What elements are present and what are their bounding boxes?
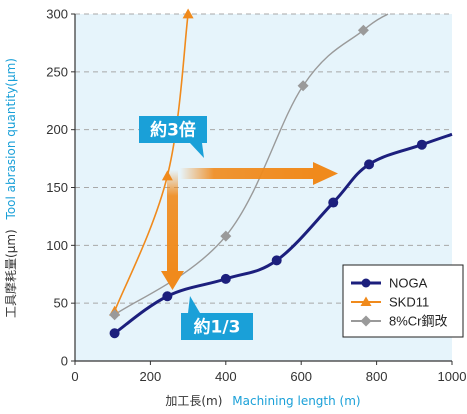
legend-marker-8cr <box>360 315 372 327</box>
callout-one-third: 約1/3 <box>181 296 253 340</box>
x-tick-label-1: 200 <box>140 369 162 384</box>
callout-one-third-text: 約1/3 <box>194 317 241 338</box>
y-axis-title-en: Tool abrasion quantity(μm) <box>4 58 18 220</box>
horizontal-arrow-head <box>313 162 338 185</box>
axes <box>71 13 453 365</box>
series-markers <box>109 8 427 339</box>
vertical-arrow-shaft <box>167 170 178 273</box>
y-axis-title: 工具摩耗量(μm) Tool abrasion quantity(μm) <box>3 58 18 318</box>
y-tick-label-2: 100 <box>46 238 68 253</box>
data-point-s0-2 <box>220 273 231 284</box>
data-point-s2-0 <box>109 309 121 321</box>
legend-label-skd11: SKD11 <box>389 295 429 310</box>
data-point-s0-3 <box>271 255 282 266</box>
x-axis-title-jp: 加工長(m) <box>165 394 222 408</box>
data-point-s2-1 <box>220 230 232 242</box>
x-axis-title: 加工長(m) Machining length (m) <box>165 394 360 408</box>
horizontal-arrow-shaft <box>180 168 315 179</box>
legend-marker-noga <box>361 278 371 288</box>
callout-3x-box <box>139 116 207 143</box>
x-tick-label-4: 800 <box>366 369 388 384</box>
x-axis-title-en: Machining length (m) <box>232 394 360 408</box>
data-point-s1-1 <box>161 170 173 181</box>
y-axis-title-jp: 工具摩耗量(μm) <box>3 229 18 318</box>
x-tick-labels: 0 200 400 600 800 1000 <box>71 369 466 384</box>
callout-3x-text: 約3倍 <box>150 120 196 141</box>
y-tick-label-3: 150 <box>46 180 68 195</box>
data-point-s0-4 <box>328 197 339 208</box>
y-tick-label-1: 50 <box>54 296 68 311</box>
legend: NOGA SKD11 8%Cr鋼改 <box>342 264 464 338</box>
data-point-s0-0 <box>109 328 120 339</box>
data-point-s0-5 <box>364 159 375 170</box>
y-tick-labels: 0 50 100 150 200 250 300 <box>46 7 68 369</box>
y-tick-label-4: 200 <box>46 122 68 137</box>
x-tick-label-2: 400 <box>215 369 237 384</box>
data-point-s0-6 <box>416 139 427 150</box>
vertical-arrow-head <box>161 271 184 290</box>
x-tick-label-3: 600 <box>290 369 312 384</box>
data-point-s0-1 <box>162 291 173 302</box>
comparison-arrows <box>161 162 338 290</box>
y-tick-label-0: 0 <box>61 354 68 369</box>
callout-3x: 約3倍 <box>139 116 207 158</box>
x-tick-label-0: 0 <box>71 369 78 384</box>
data-point-s1-2 <box>182 8 194 19</box>
x-tick-label-5: 1000 <box>438 369 467 384</box>
data-point-s2-2 <box>297 80 309 92</box>
legend-marker-skd11 <box>360 296 372 306</box>
y-tick-label-6: 300 <box>46 7 68 22</box>
callout-3x-pointer <box>190 143 204 158</box>
data-point-s2-3 <box>357 24 369 36</box>
legend-label-8cr: 8%Cr鋼改 <box>389 314 448 329</box>
legend-label-noga: NOGA <box>389 276 428 291</box>
callout-one-third-box <box>181 313 253 340</box>
callout-one-third-pointer <box>188 296 200 313</box>
y-tick-label-5: 250 <box>46 64 68 79</box>
